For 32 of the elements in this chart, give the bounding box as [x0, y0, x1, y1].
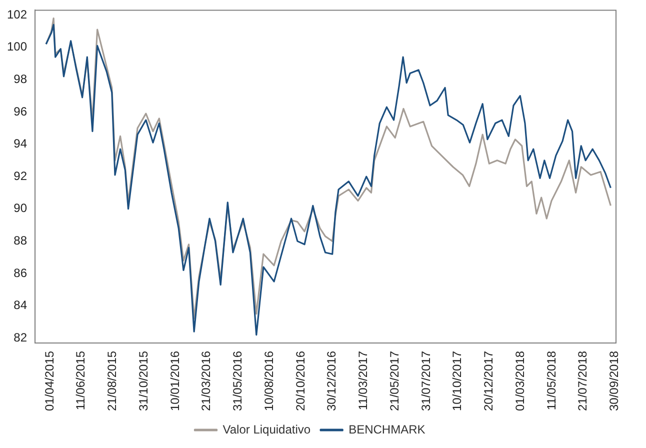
x-tick-label: 10/01/2016 — [168, 350, 182, 412]
legend-label: BENCHMARK — [348, 422, 426, 436]
y-tick-label: 84 — [14, 298, 28, 312]
x-tick-label: 11/05/2018 — [544, 350, 558, 410]
x-tick-label: 31/10/2015 — [136, 350, 150, 412]
y-tick-label: 94 — [14, 136, 28, 151]
y-tick-label: 90 — [14, 201, 28, 216]
legend-label: Valor Liquidativo — [222, 422, 311, 436]
y-tick-label: 96 — [14, 104, 28, 118]
x-tick-label: 11/03/2017 — [356, 350, 370, 410]
x-tick-label: 21/08/2015 — [105, 350, 120, 412]
x-tick-label: 21/03/2016 — [199, 350, 214, 412]
x-tick-label: 30/09/2018 — [606, 350, 621, 412]
y-tick-label: 102 — [6, 7, 28, 22]
y-tick-label: 98 — [14, 72, 28, 86]
x-tick-label: 11/06/2015 — [74, 350, 88, 410]
y-tick-label: 82 — [14, 330, 28, 344]
y-tick-label: 86 — [14, 266, 28, 280]
x-tick-label: 30/12/2016 — [324, 350, 339, 412]
x-tick-label: 01/03/2018 — [512, 350, 527, 412]
x-tick-label: 10/10/2017 — [450, 350, 464, 412]
y-tick-label: 92 — [14, 168, 28, 183]
x-tick-label: 20/12/2017 — [482, 350, 496, 412]
y-tick-label: 88 — [14, 233, 28, 248]
y-tick-label: 100 — [6, 40, 28, 54]
x-tick-label: 31/05/2016 — [230, 350, 245, 412]
x-tick-label: 10/08/2016 — [262, 350, 276, 412]
x-tick-label: 01/04/2015 — [42, 350, 56, 412]
x-tick-label: 21/07/2018 — [576, 350, 590, 412]
x-tick-label: 31/07/2017 — [418, 350, 433, 412]
x-tick-label: 21/05/2017 — [387, 350, 402, 412]
x-tick-label: 20/10/2016 — [293, 350, 308, 412]
